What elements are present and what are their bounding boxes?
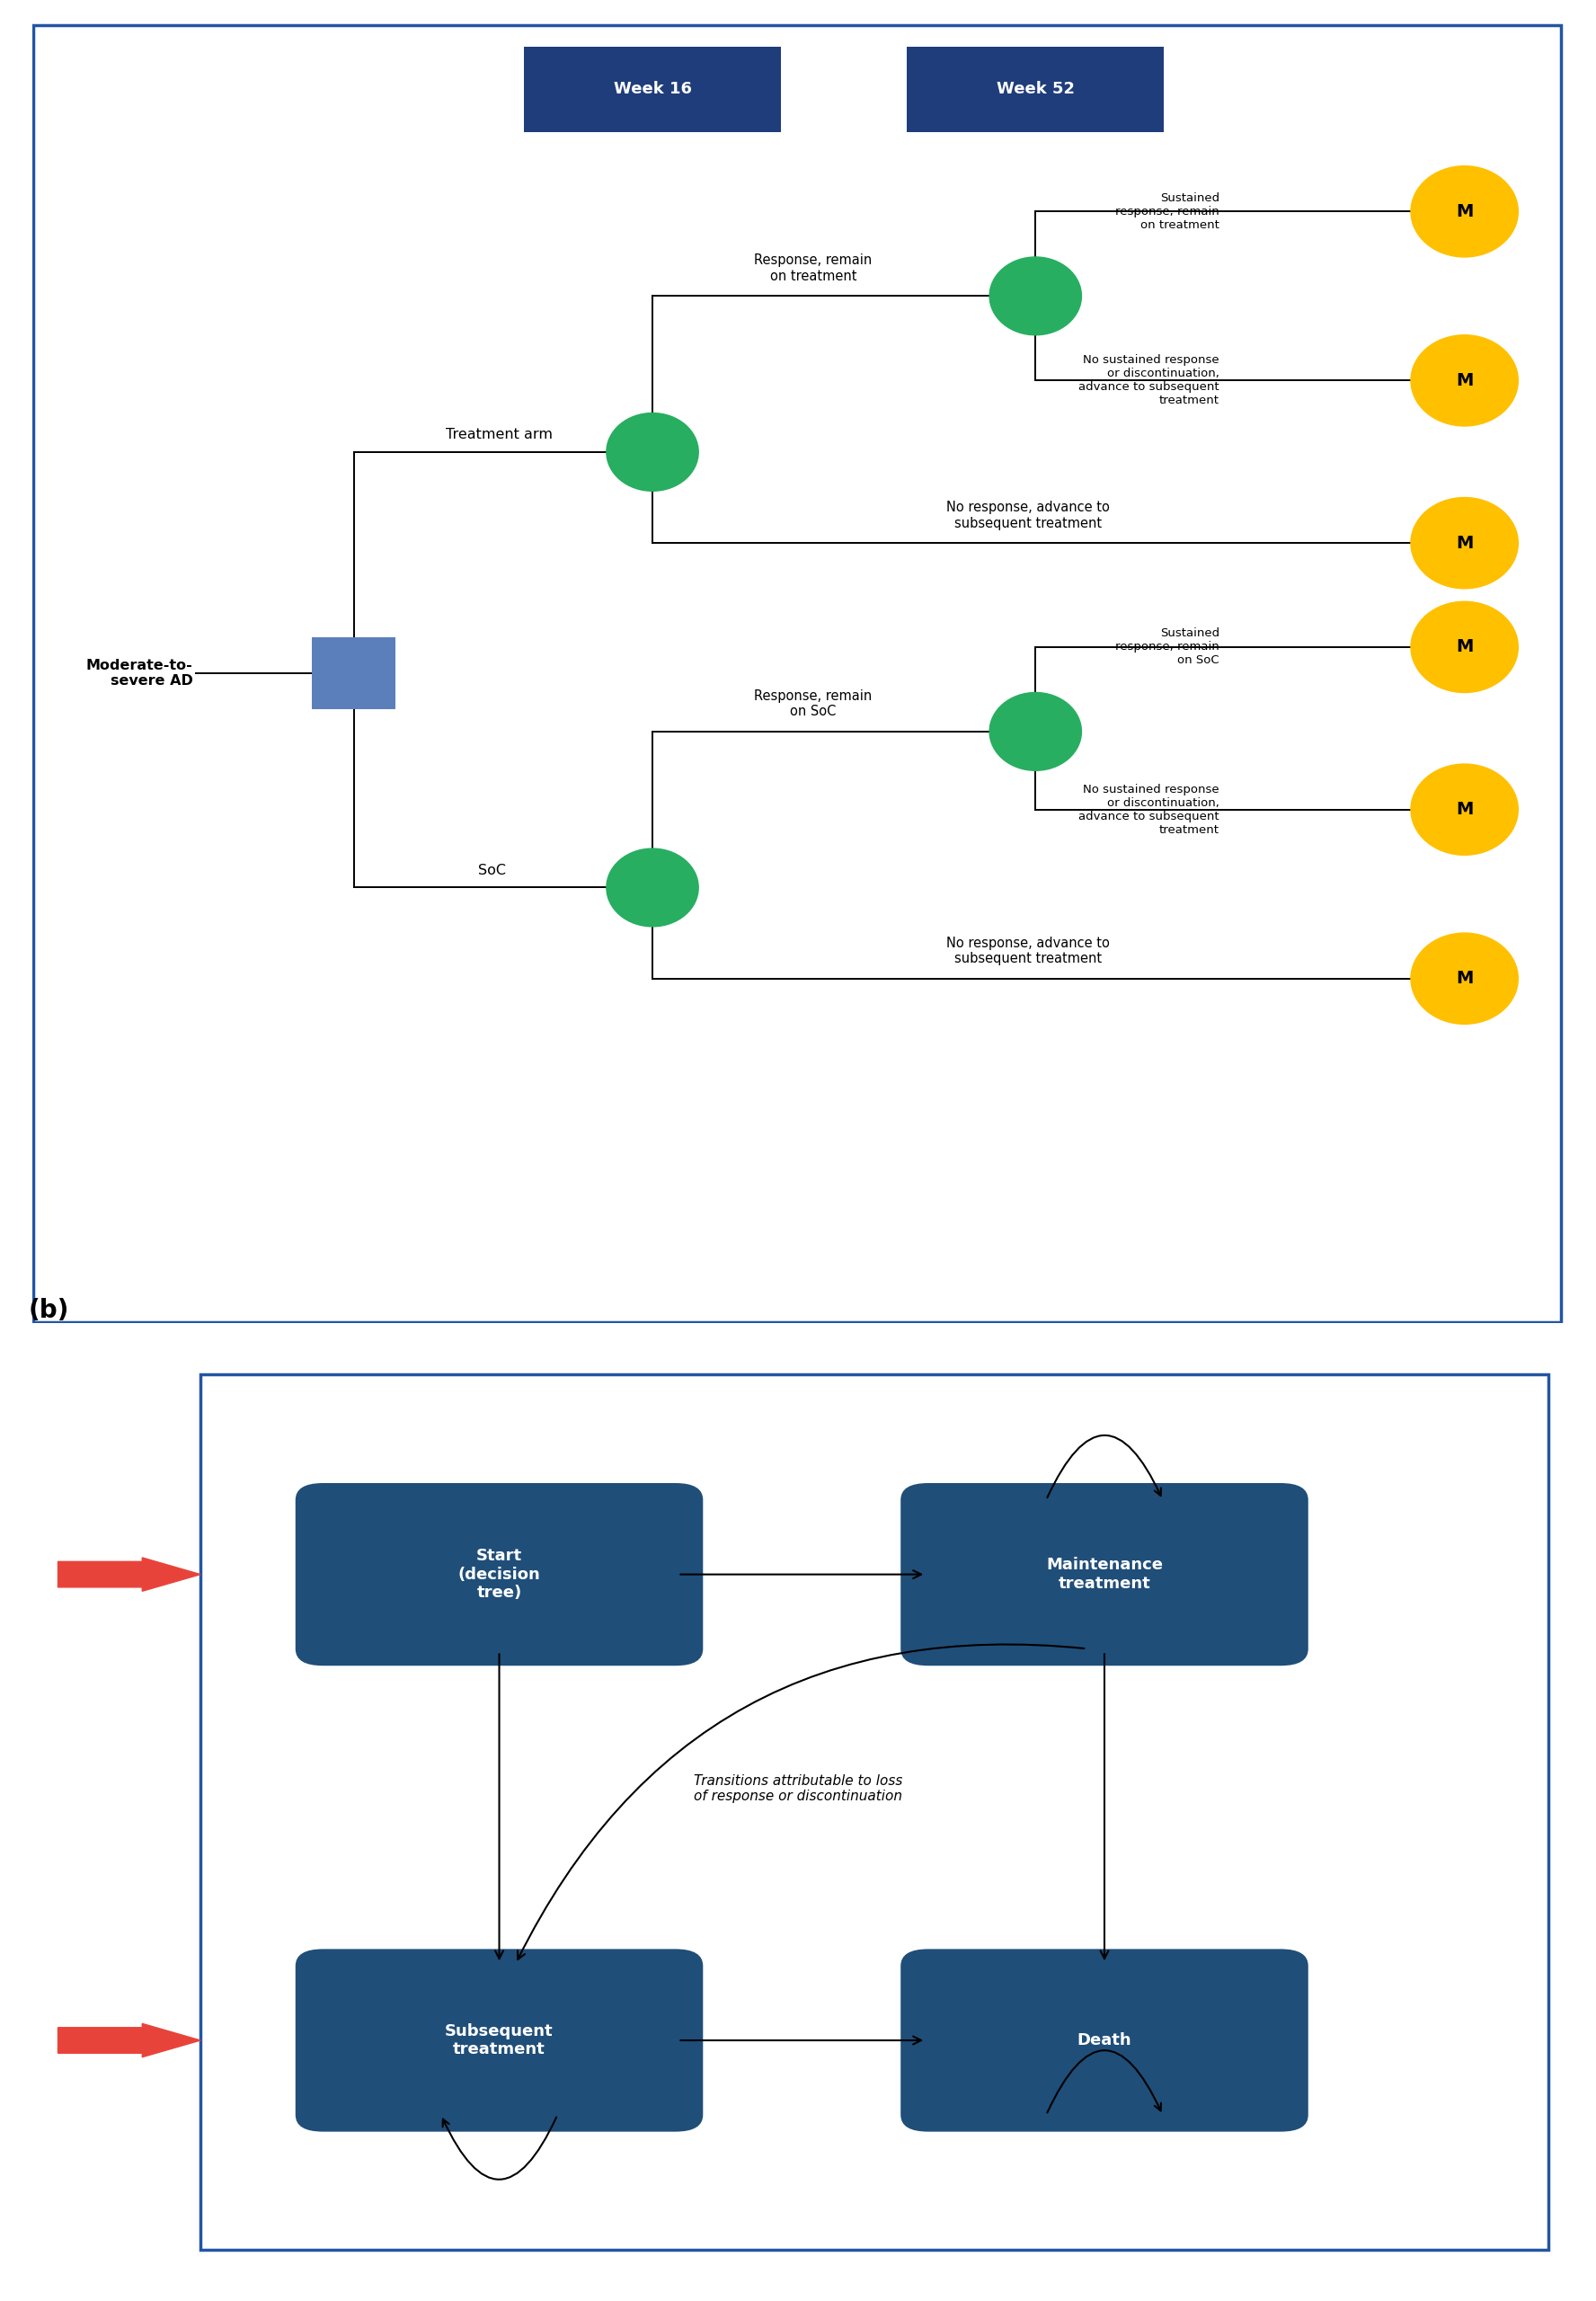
FancyBboxPatch shape xyxy=(523,46,780,131)
Text: Sustained
response, remain
on treatment: Sustained response, remain on treatment xyxy=(1116,193,1219,230)
Text: SoC: SoC xyxy=(477,863,506,877)
Text: Week 16: Week 16 xyxy=(613,81,691,97)
Text: Week 52: Week 52 xyxy=(996,81,1074,97)
FancyBboxPatch shape xyxy=(34,25,1561,1321)
FancyBboxPatch shape xyxy=(295,1949,702,2131)
Text: Transitions attributable to loss
of response or discontinuation: Transitions attributable to loss of resp… xyxy=(694,1774,902,1804)
Text: Subsequent
treatment: Subsequent treatment xyxy=(445,2023,554,2057)
FancyBboxPatch shape xyxy=(907,46,1163,131)
FancyBboxPatch shape xyxy=(900,1949,1309,2131)
Circle shape xyxy=(606,414,699,490)
Text: M: M xyxy=(1456,971,1473,987)
Text: Maintenance
treatment: Maintenance treatment xyxy=(1045,1558,1163,1592)
FancyBboxPatch shape xyxy=(900,1484,1309,1666)
Circle shape xyxy=(1411,336,1518,426)
Circle shape xyxy=(1411,764,1518,856)
Text: Response, remain
on treatment: Response, remain on treatment xyxy=(755,253,873,283)
Text: M: M xyxy=(1456,801,1473,819)
FancyBboxPatch shape xyxy=(201,1374,1548,2250)
Circle shape xyxy=(606,849,699,927)
Circle shape xyxy=(1411,934,1518,1024)
FancyBboxPatch shape xyxy=(295,1484,702,1666)
Text: M: M xyxy=(1456,373,1473,389)
Text: No sustained response
or discontinuation,
advance to subsequent
treatment: No sustained response or discontinuation… xyxy=(1079,782,1219,835)
FancyArrow shape xyxy=(57,1558,201,1592)
Text: No response, advance to
subsequent treatment: No response, advance to subsequent treat… xyxy=(946,937,1109,966)
Text: M: M xyxy=(1456,637,1473,656)
Circle shape xyxy=(990,693,1082,771)
Text: Death: Death xyxy=(1077,2032,1132,2048)
Text: M: M xyxy=(1456,534,1473,552)
Text: Response, remain
on SoC: Response, remain on SoC xyxy=(755,690,873,718)
Text: Treatment arm: Treatment arm xyxy=(445,428,552,442)
Bar xyxy=(311,637,396,709)
Circle shape xyxy=(990,258,1082,336)
Circle shape xyxy=(1411,601,1518,693)
Text: M: M xyxy=(1456,202,1473,221)
Text: Sustained
response, remain
on SoC: Sustained response, remain on SoC xyxy=(1116,628,1219,667)
Text: Start
(decision
tree): Start (decision tree) xyxy=(458,1549,541,1601)
Circle shape xyxy=(1411,166,1518,258)
FancyArrow shape xyxy=(57,2023,201,2057)
Text: No response, advance to
subsequent treatment: No response, advance to subsequent treat… xyxy=(946,502,1109,529)
Text: Moderate-to-
severe AD: Moderate-to- severe AD xyxy=(86,658,193,688)
Text: (b): (b) xyxy=(29,1298,70,1323)
Circle shape xyxy=(1411,497,1518,589)
Text: No sustained response
or discontinuation,
advance to subsequent
treatment: No sustained response or discontinuation… xyxy=(1079,354,1219,407)
